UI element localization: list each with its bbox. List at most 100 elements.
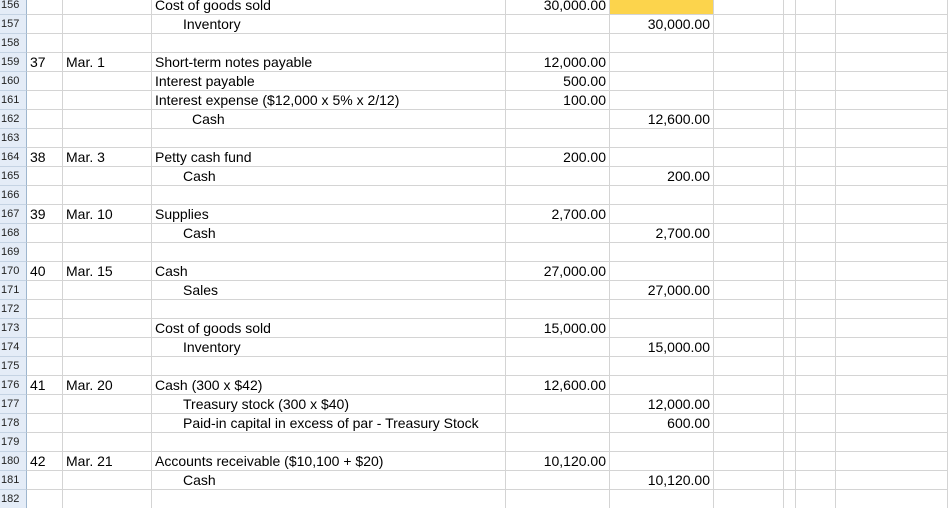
cell-description[interactable]: Cash [152, 224, 506, 243]
cell-empty[interactable] [714, 319, 784, 338]
cell-empty[interactable] [714, 357, 784, 376]
cell-description[interactable]: Cash [152, 110, 506, 129]
cell-empty[interactable] [796, 281, 836, 300]
cell-empty[interactable] [784, 433, 796, 452]
cell-empty[interactable] [836, 300, 948, 319]
cell-empty[interactable] [796, 91, 836, 110]
cell-debit[interactable]: 100.00 [506, 91, 610, 110]
cell-description[interactable]: Cash [152, 471, 506, 490]
cell-empty[interactable] [796, 338, 836, 357]
cell-empty[interactable] [784, 72, 796, 91]
row-header[interactable]: 173 [0, 319, 27, 338]
cell-empty[interactable] [796, 148, 836, 167]
cell-empty[interactable] [796, 167, 836, 186]
cell-entry-number[interactable] [27, 110, 63, 129]
cell-debit[interactable] [506, 243, 610, 262]
cell-credit[interactable]: 600.00 [610, 414, 714, 433]
cell-empty[interactable] [714, 205, 784, 224]
cell-description[interactable]: Treasury stock (300 x $40) [152, 395, 506, 414]
row-header[interactable]: 161 [0, 91, 27, 110]
cell-empty[interactable] [836, 53, 948, 72]
cell-credit[interactable] [610, 34, 714, 53]
cell-debit[interactable] [506, 224, 610, 243]
cell-empty[interactable] [836, 338, 948, 357]
cell-debit[interactable] [506, 281, 610, 300]
row-header[interactable]: 158 [0, 34, 27, 53]
cell-description[interactable]: Cash [152, 167, 506, 186]
cell-credit[interactable]: 30,000.00 [610, 15, 714, 34]
cell-debit[interactable]: 12,000.00 [506, 53, 610, 72]
cell-empty[interactable] [714, 452, 784, 471]
cell-debit[interactable] [506, 490, 610, 508]
cell-empty[interactable] [836, 414, 948, 433]
cell-description[interactable]: Supplies [152, 205, 506, 224]
cell-description[interactable]: Cost of goods sold [152, 0, 506, 15]
cell-empty[interactable] [836, 129, 948, 148]
cell-empty[interactable] [796, 34, 836, 53]
cell-description[interactable] [152, 433, 506, 452]
cell-entry-number[interactable]: 40 [27, 262, 63, 281]
cell-empty[interactable] [714, 91, 784, 110]
cell-empty[interactable] [796, 376, 836, 395]
cell-empty[interactable] [714, 395, 784, 414]
cell-empty[interactable] [714, 110, 784, 129]
cell-empty[interactable] [784, 186, 796, 205]
cell-description[interactable]: Petty cash fund [152, 148, 506, 167]
cell-empty[interactable] [836, 471, 948, 490]
row-header[interactable]: 181 [0, 471, 27, 490]
cell-empty[interactable] [784, 395, 796, 414]
cell-empty[interactable] [836, 376, 948, 395]
row-header[interactable]: 169 [0, 243, 27, 262]
cell-empty[interactable] [784, 471, 796, 490]
cell-empty[interactable] [714, 0, 784, 15]
cell-credit[interactable] [610, 490, 714, 508]
row-header[interactable]: 170 [0, 262, 27, 281]
cell-empty[interactable] [784, 490, 796, 508]
cell-empty[interactable] [796, 15, 836, 34]
cell-debit[interactable]: 2,700.00 [506, 205, 610, 224]
cell-empty[interactable] [836, 224, 948, 243]
cell-empty[interactable] [714, 471, 784, 490]
cell-empty[interactable] [784, 243, 796, 262]
cell-entry-number[interactable] [27, 91, 63, 110]
cell-date[interactable] [63, 72, 152, 91]
cell-debit[interactable] [506, 357, 610, 376]
cell-empty[interactable] [836, 205, 948, 224]
cell-description[interactable]: Accounts receivable ($10,100 + $20) [152, 452, 506, 471]
cell-credit[interactable]: 12,000.00 [610, 395, 714, 414]
cell-empty[interactable] [784, 281, 796, 300]
cell-empty[interactable] [784, 167, 796, 186]
cell-debit[interactable]: 27,000.00 [506, 262, 610, 281]
cell-date[interactable]: Mar. 21 [63, 452, 152, 471]
cell-empty[interactable] [714, 129, 784, 148]
cell-date[interactable] [63, 490, 152, 508]
cell-empty[interactable] [714, 414, 784, 433]
cell-date[interactable] [63, 471, 152, 490]
cell-empty[interactable] [714, 34, 784, 53]
cell-entry-number[interactable] [27, 319, 63, 338]
cell-empty[interactable] [714, 262, 784, 281]
cell-empty[interactable] [836, 357, 948, 376]
cell-empty[interactable] [796, 205, 836, 224]
cell-empty[interactable] [796, 186, 836, 205]
cell-entry-number[interactable] [27, 243, 63, 262]
cell-empty[interactable] [796, 129, 836, 148]
cell-description[interactable] [152, 300, 506, 319]
cell-empty[interactable] [836, 395, 948, 414]
row-header[interactable]: 180 [0, 452, 27, 471]
cell-empty[interactable] [784, 414, 796, 433]
cell-empty[interactable] [784, 91, 796, 110]
cell-description[interactable] [152, 34, 506, 53]
cell-credit[interactable] [610, 357, 714, 376]
cell-empty[interactable] [796, 0, 836, 15]
cell-empty[interactable] [796, 395, 836, 414]
cell-entry-number[interactable] [27, 281, 63, 300]
cell-entry-number[interactable] [27, 471, 63, 490]
cell-credit[interactable] [610, 319, 714, 338]
cell-empty[interactable] [714, 53, 784, 72]
cell-credit[interactable]: 2,700.00 [610, 224, 714, 243]
cell-empty[interactable] [714, 433, 784, 452]
row-header[interactable]: 172 [0, 300, 27, 319]
cell-empty[interactable] [714, 15, 784, 34]
